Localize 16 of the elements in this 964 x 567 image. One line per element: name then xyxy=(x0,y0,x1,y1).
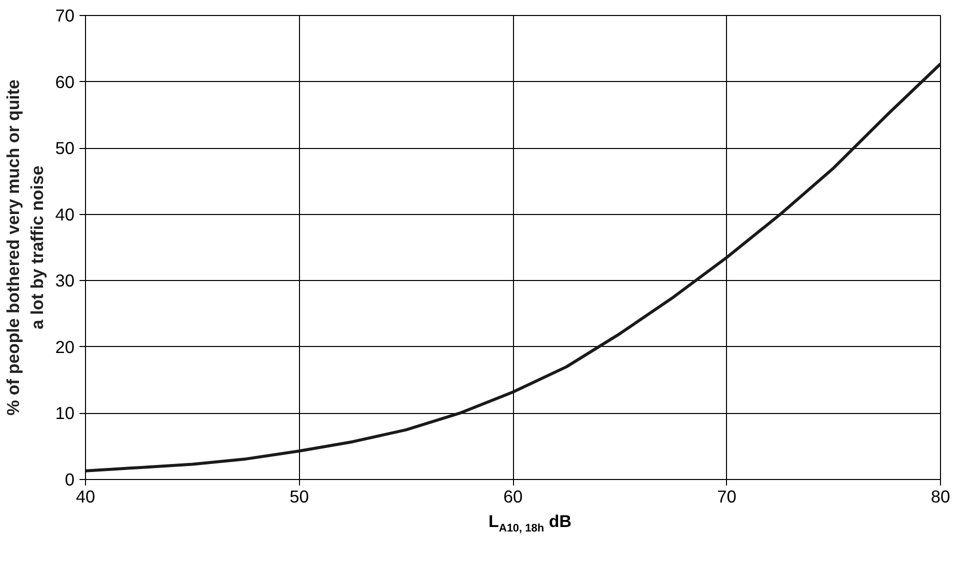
y-tick-label: 50 xyxy=(55,138,75,158)
x-tick-label: 50 xyxy=(290,486,309,506)
x-tick-label: 60 xyxy=(503,486,523,506)
y-tick-label: 0 xyxy=(64,470,75,490)
x-tick-label: 40 xyxy=(76,486,96,506)
x-axis-title: L$_{A10, 18h}$ dB xyxy=(488,511,572,536)
x-tick-label: 70 xyxy=(717,486,736,506)
y-tick-label: 10 xyxy=(55,403,75,424)
y-tick-label: 40 xyxy=(55,204,75,224)
line-series xyxy=(86,62,940,472)
y-tick-label: 60 xyxy=(55,72,75,92)
y-tick-label: 20 xyxy=(55,336,75,357)
x-tick-label: 80 xyxy=(930,486,950,506)
y-axis-title: % of people bothered very much or quite a lot by traffic noise xyxy=(3,79,48,416)
y-tick-label: 30 xyxy=(55,270,75,291)
y-tick-label: 70 xyxy=(55,6,75,26)
